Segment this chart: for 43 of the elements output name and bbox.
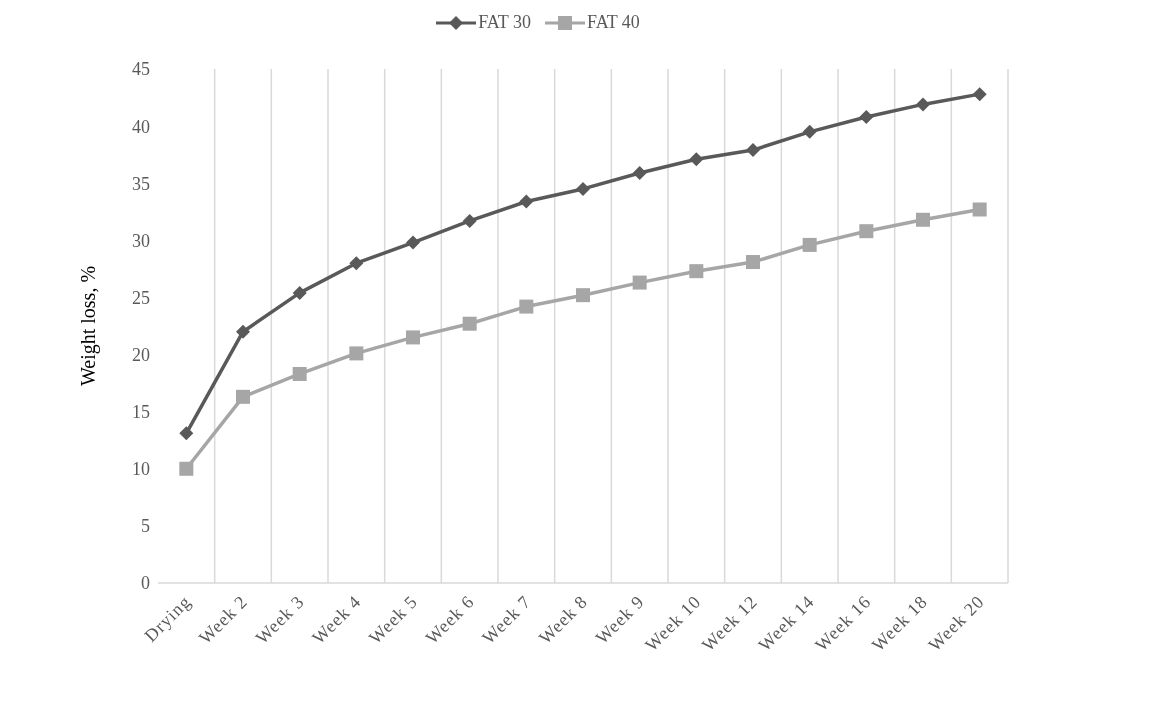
y-tick-label: 10 — [132, 459, 150, 480]
point — [236, 389, 250, 404]
point — [462, 213, 477, 228]
point — [916, 212, 930, 227]
point — [746, 143, 760, 158]
point — [462, 316, 477, 331]
point — [236, 324, 250, 339]
point — [349, 256, 364, 271]
y-tick-label: 25 — [132, 287, 150, 308]
point — [802, 124, 817, 139]
point — [746, 255, 760, 270]
y-tick-label: 15 — [132, 402, 150, 423]
point — [972, 202, 987, 217]
point — [632, 165, 647, 180]
point — [859, 224, 874, 239]
point — [519, 194, 534, 209]
point — [632, 275, 647, 290]
point — [972, 87, 987, 102]
point — [576, 288, 590, 303]
y-tick-label: 40 — [132, 116, 150, 137]
point — [179, 461, 194, 476]
y-tick-label: 35 — [132, 173, 150, 194]
point — [859, 109, 874, 124]
point — [406, 330, 420, 345]
y-tick-label: 0 — [141, 573, 150, 594]
point — [802, 237, 817, 252]
point — [519, 299, 534, 314]
point — [576, 181, 590, 196]
point — [292, 366, 307, 381]
y-axis-title: Weight loss, % — [77, 265, 101, 386]
point — [292, 285, 307, 300]
y-tick-label: 45 — [132, 59, 150, 80]
y-tick-label: 5 — [141, 516, 150, 537]
y-tick-label: 20 — [132, 344, 150, 365]
point — [406, 235, 420, 250]
point — [689, 264, 704, 279]
legend-label: FAT 40 — [586, 12, 640, 33]
point — [179, 426, 194, 441]
point — [349, 346, 364, 361]
legend-label: FAT 30 — [477, 12, 531, 33]
point — [916, 97, 930, 112]
point — [689, 152, 704, 167]
y-tick-label: 30 — [132, 230, 150, 251]
